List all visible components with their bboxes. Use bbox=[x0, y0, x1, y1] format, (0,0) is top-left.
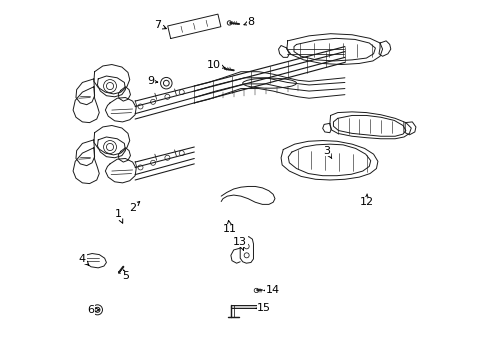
Text: 5: 5 bbox=[122, 270, 129, 281]
Text: 7: 7 bbox=[154, 20, 166, 30]
Ellipse shape bbox=[242, 78, 296, 88]
Text: 2: 2 bbox=[129, 202, 140, 213]
Text: 14: 14 bbox=[264, 285, 279, 296]
Text: 9: 9 bbox=[147, 76, 158, 86]
Text: 15: 15 bbox=[256, 303, 271, 314]
Text: 4: 4 bbox=[79, 254, 89, 265]
Text: 10: 10 bbox=[206, 59, 224, 69]
Text: 11: 11 bbox=[223, 220, 237, 234]
Text: 13: 13 bbox=[233, 237, 247, 250]
Text: 8: 8 bbox=[244, 17, 254, 27]
Text: 3: 3 bbox=[323, 145, 331, 159]
Text: 1: 1 bbox=[115, 209, 122, 223]
Text: 12: 12 bbox=[359, 194, 373, 207]
Text: 6: 6 bbox=[87, 305, 99, 315]
